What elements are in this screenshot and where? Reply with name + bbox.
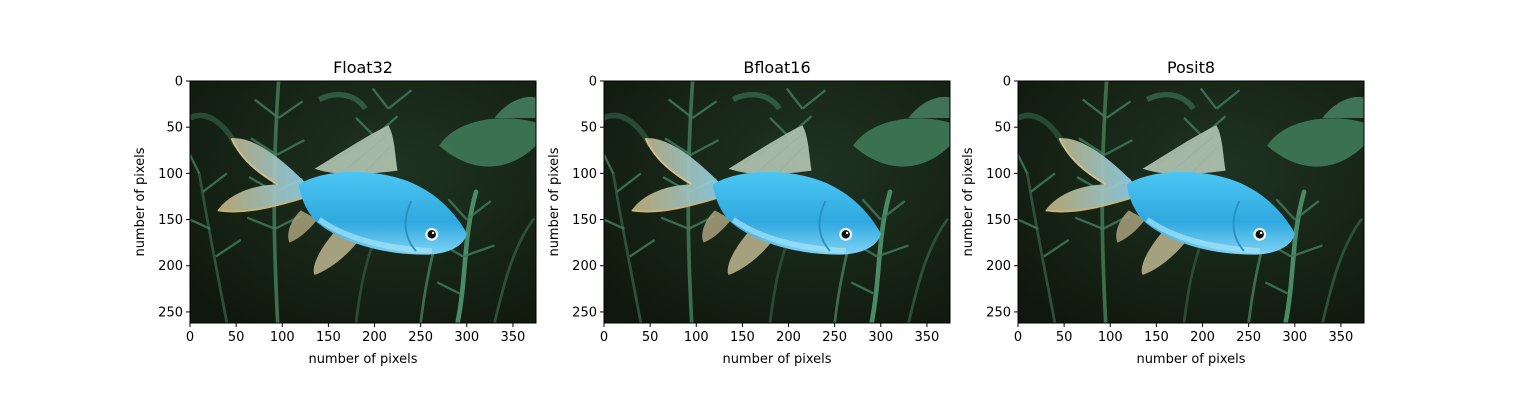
fish-image [604, 81, 950, 323]
y-tick-label: 250 [158, 305, 183, 320]
y-axis-label: number of pixels [961, 147, 976, 256]
x-tick-label: 200 [1190, 330, 1215, 345]
panel-title: Posit8 [1167, 58, 1215, 77]
x-tick-label: 150 [1144, 330, 1169, 345]
x-tick-label: 350 [501, 330, 526, 345]
y-tick-label: 250 [986, 305, 1011, 320]
x-axis-label: number of pixels [1136, 352, 1245, 367]
y-tick-label: 150 [158, 213, 183, 228]
y-tick-label: 0 [589, 75, 597, 90]
x-tick-label: 300 [868, 330, 893, 345]
axes-frame [1017, 80, 1365, 324]
x-tick-label: 100 [1098, 330, 1123, 345]
blue-goldfish-icon [1018, 81, 1364, 323]
y-tick-label: 100 [158, 167, 183, 182]
y-tick-label: 50 [166, 121, 183, 136]
x-tick-label: 50 [642, 330, 659, 345]
panel-2: Bfloat16 0 50 100 150 200 250 300 350 0 50 100 150 20… [547, 58, 951, 367]
y-tick-label: 100 [572, 167, 597, 182]
x-tick-label: 0 [186, 330, 194, 345]
x-tick-label: 50 [228, 330, 245, 345]
y-tick-label: 0 [175, 75, 183, 90]
y-tick-label: 250 [572, 305, 597, 320]
x-tick-label: 0 [1014, 330, 1022, 345]
y-axis-label: number of pixels [547, 147, 562, 256]
x-tick-label: 150 [316, 330, 341, 345]
blue-goldfish-icon [604, 81, 950, 323]
y-tick-label: 100 [986, 167, 1011, 182]
panel-title: Float32 [333, 58, 393, 77]
x-axis-label: number of pixels [722, 352, 831, 367]
x-tick-label: 50 [1056, 330, 1073, 345]
axes-frame [189, 80, 537, 324]
x-tick-label: 250 [822, 330, 847, 345]
x-tick-label: 150 [730, 330, 755, 345]
x-tick-label: 300 [1282, 330, 1307, 345]
y-tick-label: 0 [1003, 75, 1011, 90]
y-tick-label: 200 [572, 259, 597, 274]
panel-1: Float32 0 50 100 150 200 250 300 350 0 50 100 150 200… [133, 58, 537, 367]
y-tick-label: 200 [158, 259, 183, 274]
x-tick-label: 350 [915, 330, 940, 345]
fish-image [1018, 81, 1364, 323]
x-tick-label: 250 [408, 330, 433, 345]
x-tick-label: 100 [684, 330, 709, 345]
y-tick-label: 200 [986, 259, 1011, 274]
x-axis-label: number of pixels [308, 352, 417, 367]
x-tick-label: 250 [1236, 330, 1261, 345]
y-tick-label: 150 [572, 213, 597, 228]
x-tick-label: 350 [1329, 330, 1354, 345]
y-tick-label: 150 [986, 213, 1011, 228]
x-tick-label: 200 [776, 330, 801, 345]
panel-title: Bfloat16 [743, 58, 810, 77]
blue-goldfish-icon [190, 81, 536, 323]
x-tick-label: 200 [362, 330, 387, 345]
y-tick-label: 50 [580, 121, 597, 136]
axes-frame [603, 80, 951, 324]
panel-3: Posit8 0 50 100 150 200 250 300 350 0 50 100 150 200 2… [961, 58, 1365, 367]
x-tick-label: 100 [270, 330, 295, 345]
x-tick-label: 300 [454, 330, 479, 345]
y-tick-label: 50 [994, 121, 1011, 136]
y-axis-label: number of pixels [133, 147, 148, 256]
x-tick-label: 0 [600, 330, 608, 345]
fish-image [190, 81, 536, 323]
